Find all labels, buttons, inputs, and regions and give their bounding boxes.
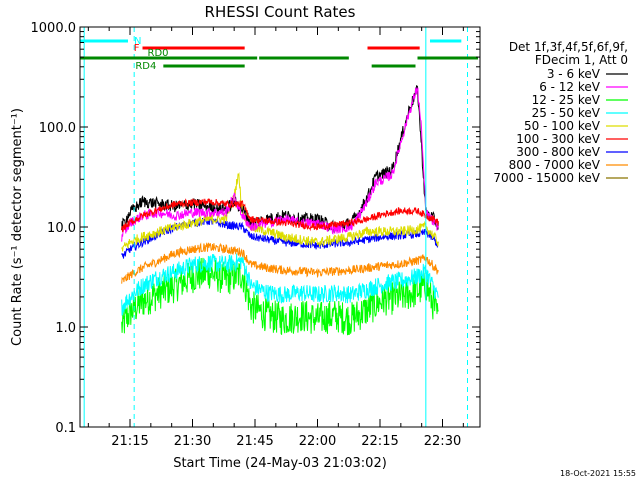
y-axis: 0.1 1.0 10.0 100.0 1000.0 [31,21,480,436]
segment-label-rd0: RD0 [148,48,169,59]
y-tick-label: 1000.0 [31,21,77,36]
y-axis-label: Count Rate (s⁻¹ detector segment⁻¹) [10,108,25,346]
x-axis: 21:15 21:30 21:45 22:00 22:15 22:30 [87,27,464,449]
y-tick-label: 100.0 [39,121,76,136]
x-axis-label: Start Time (24-May-03 21:03:02) [173,456,387,471]
legend-header-line-2: FDecim 1, Att 0 [535,53,628,67]
y-tick-label: 0.1 [55,421,76,436]
x-tick-label: 22:15 [361,434,398,449]
segment-label-rd4: RD4 [135,61,156,72]
x-tick-label: 21:30 [174,434,211,449]
chart-title: RHESSI Count Rates [205,3,356,21]
series-line-25-50-kev [121,253,439,316]
series-line-6-12-kev [121,87,439,242]
series-line-800-7000-kev [121,242,439,284]
x-tick-label: 22:30 [424,434,461,449]
segment-label-n: N [134,36,141,47]
x-tick-label: 21:45 [236,434,273,449]
x-tick-label: 21:15 [111,434,148,449]
series-layer [121,85,439,336]
legend-entry-label: 6 - 12 keV [539,80,601,94]
legend-header-line-1: Det 1f,3f,4f,5f,6f,9f, [509,40,628,54]
series-line-100-300-kev [121,198,439,233]
legend-entry-label: 3 - 6 keV [547,67,601,81]
series-line-50-100-kev [121,172,439,252]
legend-entry-label: 12 - 25 keV [532,93,601,107]
legend: Det 1f,3f,4f,5f,6f,9f, FDecim 1, Att 0 3… [493,40,628,185]
y-tick-label: 1.0 [55,321,76,336]
legend-entry-label: 100 - 300 keV [516,132,600,146]
legend-entry-label: 25 - 50 keV [532,106,601,120]
segment-label-f: F [134,43,140,54]
series-line-12-25-kev [121,257,439,336]
legend-entry-label: 800 - 7000 keV [509,158,601,172]
legend-entry-label: 7000 - 15000 keV [493,171,600,185]
legend-entry-label: 50 - 100 keV [524,119,601,133]
legend-entry-label: 300 - 800 keV [516,145,600,159]
footer-timestamp: 18-Oct-2021 15:55 [560,469,636,478]
y-tick-label: 10.0 [47,221,76,236]
x-tick-label: 22:00 [299,434,336,449]
